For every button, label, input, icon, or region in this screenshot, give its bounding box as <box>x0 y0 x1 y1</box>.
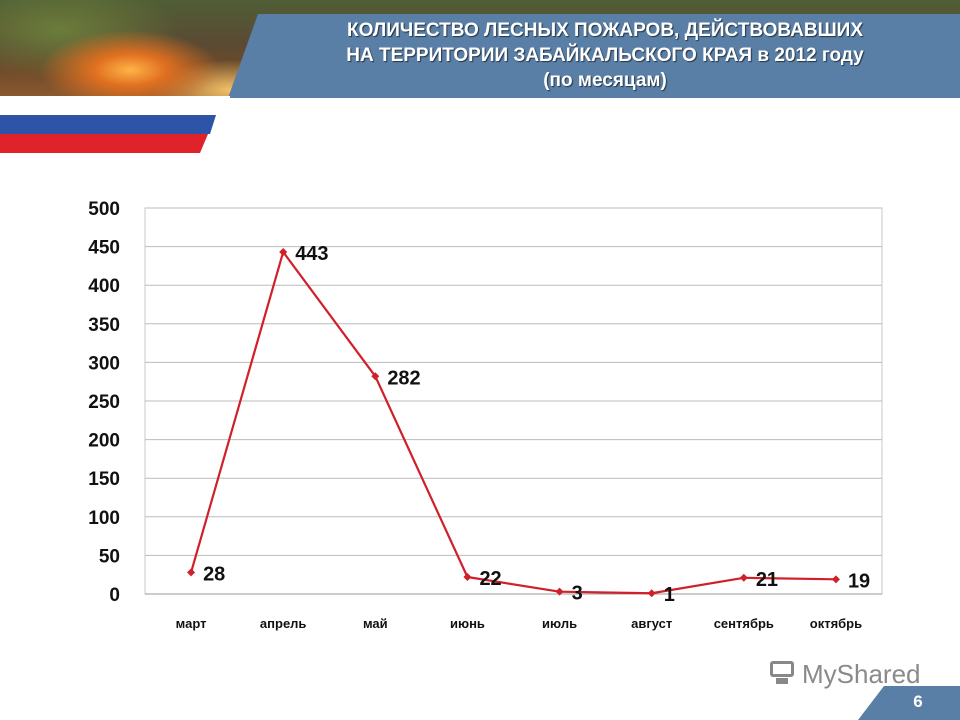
y-tick-label: 300 <box>88 353 120 374</box>
y-tick-label: 150 <box>88 469 120 490</box>
flag-stripe-blue <box>0 115 216 134</box>
x-tick-label: апрель <box>260 616 307 631</box>
title-line-3: (по месяцам) <box>543 70 667 91</box>
x-tick-label: октябрь <box>810 616 862 631</box>
slide-title: КОЛИЧЕСТВО ЛЕСНЫХ ПОЖАРОВ, ДЕЙСТВОВАВШИХ… <box>260 18 950 93</box>
x-tick-label: июнь <box>450 616 485 631</box>
data-label: 21 <box>756 569 778 591</box>
data-label: 282 <box>387 367 420 389</box>
y-tick-label: 200 <box>88 431 120 452</box>
data-label: 19 <box>848 570 870 592</box>
data-point <box>279 248 288 257</box>
data-label: 3 <box>572 583 583 605</box>
x-tick-label: июль <box>542 616 577 631</box>
header-title-band <box>228 14 960 98</box>
data-point <box>647 589 656 598</box>
y-tick-label: 100 <box>88 508 120 529</box>
x-tick-label: август <box>631 616 672 631</box>
data-point <box>555 587 564 596</box>
watermark: MyShared <box>768 658 921 690</box>
data-point <box>187 568 196 577</box>
y-tick-label: 0 <box>109 585 120 606</box>
data-label: 443 <box>295 243 328 265</box>
page-number: 6 <box>913 692 923 711</box>
y-tick-label: 450 <box>88 238 120 259</box>
flag-stripe-white <box>0 96 230 115</box>
y-tick-label: 250 <box>88 392 120 413</box>
y-tick-label: 500 <box>88 199 120 220</box>
data-point <box>831 575 840 584</box>
data-label: 22 <box>479 568 501 590</box>
data-label: 28 <box>203 563 225 585</box>
y-tick-label: 50 <box>99 546 120 567</box>
title-line-2: НА ТЕРРИТОРИИ ЗАБАЙКАЛЬСКОГО КРАЯ в 2012… <box>346 45 864 66</box>
x-tick-label: май <box>363 616 388 631</box>
y-tick-label: 400 <box>88 276 120 297</box>
x-tick-label: март <box>176 616 207 631</box>
data-label: 1 <box>664 584 675 606</box>
data-point <box>463 573 472 582</box>
watermark-text: MyShared <box>802 658 921 689</box>
data-point <box>739 573 748 582</box>
x-tick-label: сентябрь <box>714 616 774 631</box>
title-line-1: КОЛИЧЕСТВО ЛЕСНЫХ ПОЖАРОВ, ДЕЙСТВОВАВШИХ <box>346 20 863 41</box>
series-line <box>190 250 836 595</box>
data-point <box>371 372 380 381</box>
y-tick-label: 350 <box>88 315 120 336</box>
monitor-icon <box>768 661 798 687</box>
flag-stripe-red <box>0 134 208 153</box>
